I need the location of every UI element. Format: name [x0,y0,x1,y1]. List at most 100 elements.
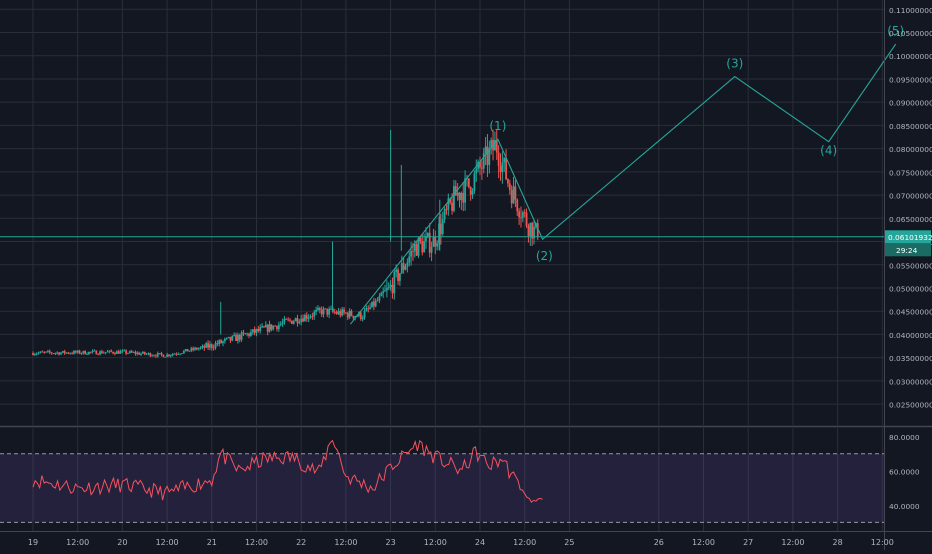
candle-down[interactable] [130,351,133,353]
candle-up[interactable] [255,328,258,333]
candle-up[interactable] [441,219,444,235]
candle-up[interactable] [399,273,401,281]
candle-down[interactable] [117,351,120,354]
candle-up[interactable] [194,347,196,350]
candle-down[interactable] [220,340,223,344]
candle-down[interactable] [486,146,489,165]
candle-up[interactable] [264,324,267,328]
candle-down[interactable] [439,223,442,235]
candle-down[interactable] [160,353,163,355]
candle-up[interactable] [283,318,286,323]
candle-down[interactable] [290,320,293,324]
candle-down[interactable] [428,232,431,253]
candle-down[interactable] [458,192,461,201]
candle-up[interactable] [169,355,172,357]
candle-down[interactable] [343,309,345,313]
candle-down[interactable] [43,352,46,353]
candle-up[interactable] [123,350,126,352]
candle-down[interactable] [196,347,198,350]
candle-up[interactable] [317,308,319,311]
candle-up[interactable] [80,353,83,354]
candle-up[interactable] [205,343,208,348]
candle-down[interactable] [434,236,437,247]
candle-up[interactable] [436,243,439,247]
candle-down[interactable] [495,139,498,153]
candle-down[interactable] [318,308,321,310]
candle-up[interactable] [298,322,301,324]
candle-up[interactable] [456,192,459,196]
candle-up[interactable] [438,223,440,244]
candle-down[interactable] [419,237,422,242]
candle-up[interactable] [99,351,101,355]
candle-down[interactable] [499,165,502,173]
candle-up[interactable] [222,341,224,344]
candle-up[interactable] [91,350,94,353]
candle-down[interactable] [112,351,114,354]
candle-up[interactable] [475,168,478,174]
candle-down[interactable] [287,319,290,321]
candle-up[interactable] [86,354,88,355]
candle-down[interactable] [235,334,237,341]
candle-down[interactable] [253,329,256,333]
candle-down[interactable] [155,355,157,357]
candle-down[interactable] [248,333,250,336]
candle-up[interactable] [246,333,249,335]
candle-up[interactable] [33,354,36,355]
candle-up[interactable] [166,354,168,357]
candle-down[interactable] [296,318,299,324]
candle-up[interactable] [380,292,383,297]
candle-up[interactable] [119,351,122,354]
candle-up[interactable] [104,352,107,354]
candle-up[interactable] [307,317,310,319]
candle-down[interactable] [84,350,87,355]
candle-up[interactable] [477,161,480,169]
candle-up[interactable] [73,351,75,354]
candle-down[interactable] [536,223,539,237]
candle-up[interactable] [443,208,446,220]
candle-down[interactable] [266,324,269,332]
candle-down[interactable] [32,353,34,355]
candle-up[interactable] [60,352,62,355]
candle-up[interactable] [173,353,176,355]
candle-up[interactable] [430,246,433,253]
candle-up[interactable] [484,146,487,154]
candle-down[interactable] [114,353,116,355]
candle-up[interactable] [87,351,90,355]
candle-down[interactable] [50,352,53,354]
candle-up[interactable] [447,198,450,210]
candle-down[interactable] [101,351,103,354]
candle-up[interactable] [521,212,524,218]
candle-down[interactable] [454,186,457,196]
candle-down[interactable] [71,353,74,355]
candle-up[interactable] [488,148,491,165]
candle-up[interactable] [47,351,49,352]
candle-down[interactable] [149,353,152,357]
candle-up[interactable] [408,256,411,263]
candle-down[interactable] [242,332,245,334]
candle-up[interactable] [404,266,407,270]
candle-up[interactable] [164,356,167,358]
candle-down[interactable] [367,308,370,310]
candle-up[interactable] [54,353,57,354]
candle-up[interactable] [199,347,202,349]
candle-down[interactable] [508,183,511,191]
candle-up[interactable] [341,309,344,316]
candle-up[interactable] [425,236,427,242]
candle-up[interactable] [188,350,191,352]
candle-up[interactable] [294,318,297,322]
candle-down[interactable] [505,157,507,180]
candle-down[interactable] [186,349,189,352]
candle-down[interactable] [326,308,329,315]
candle-up[interactable] [136,352,139,354]
candle-down[interactable] [175,353,178,355]
candle-layer[interactable] [32,129,539,358]
candle-down[interactable] [451,202,453,211]
candle-up[interactable] [201,345,204,348]
candle-up[interactable] [128,351,131,354]
candle-up[interactable] [417,237,420,256]
candle-up[interactable] [106,351,109,353]
candle-up[interactable] [127,353,129,354]
candle-down[interactable] [520,217,522,219]
candle-down[interactable] [263,326,265,328]
candle-up[interactable] [56,352,59,354]
